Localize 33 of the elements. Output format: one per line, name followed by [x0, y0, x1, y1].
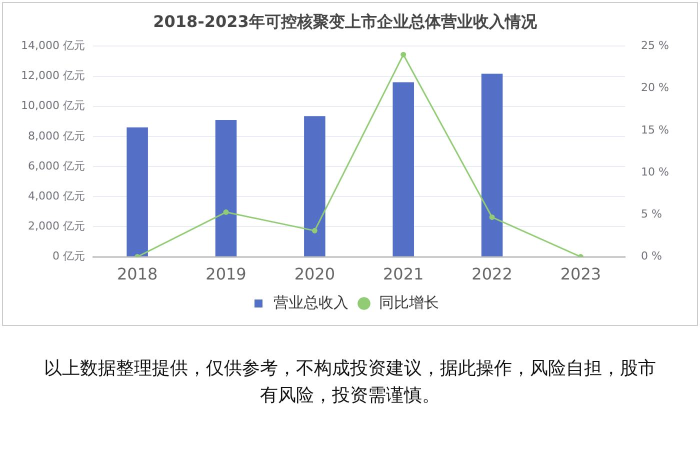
- y2-tick-label: 25 %: [641, 39, 670, 52]
- y-tick-label: 14,000 亿元: [20, 39, 85, 52]
- y2-tick-label: 0 %: [641, 250, 662, 263]
- bar: [392, 82, 414, 256]
- x-tick-label: 2018: [116, 264, 158, 284]
- y2-tick-label: 10 %: [641, 165, 670, 178]
- y-tick-label: 0 亿元: [52, 250, 85, 263]
- legend-label: 同比增长: [379, 293, 439, 312]
- chart-title: 2018-2023年可控核聚变上市企业总体营业收入情况: [153, 12, 538, 31]
- y2-tick-label: 5 %: [641, 208, 662, 221]
- y2-tick-label: 20 %: [641, 81, 670, 94]
- x-tick-label: 2021: [383, 264, 424, 284]
- x-tick-label: 2020: [294, 264, 336, 284]
- point: [489, 214, 495, 220]
- x-tick-label: 2023: [560, 264, 602, 284]
- y-tick-label: 4,000 亿元: [28, 189, 85, 202]
- bar: [481, 74, 503, 256]
- point: [312, 228, 318, 234]
- text: 以上数据整理提供，仅供参考，不构成投资建议，据此操作，风险自担，股市有风险，投资需谨慎。: [43, 357, 657, 408]
- bar: [126, 127, 148, 256]
- y-tick-label: 12,000 亿元: [20, 69, 85, 82]
- legend-label: 营业总收入: [274, 293, 348, 312]
- bar: [304, 116, 326, 256]
- y2-tick-label: 15 %: [641, 123, 670, 136]
- bar: [215, 120, 237, 256]
- y-tick-label: 10,000 亿元: [20, 99, 85, 112]
- point: [400, 52, 406, 58]
- x-tick-label: 2019: [206, 264, 246, 284]
- y-tick-label: 8,000 亿元: [28, 129, 85, 142]
- y-tick-label: 6,000 亿元: [28, 159, 85, 172]
- point: [223, 209, 229, 215]
- x-tick-label: 2022: [472, 264, 512, 284]
- y-tick-label: 2,000 亿元: [28, 220, 85, 233]
